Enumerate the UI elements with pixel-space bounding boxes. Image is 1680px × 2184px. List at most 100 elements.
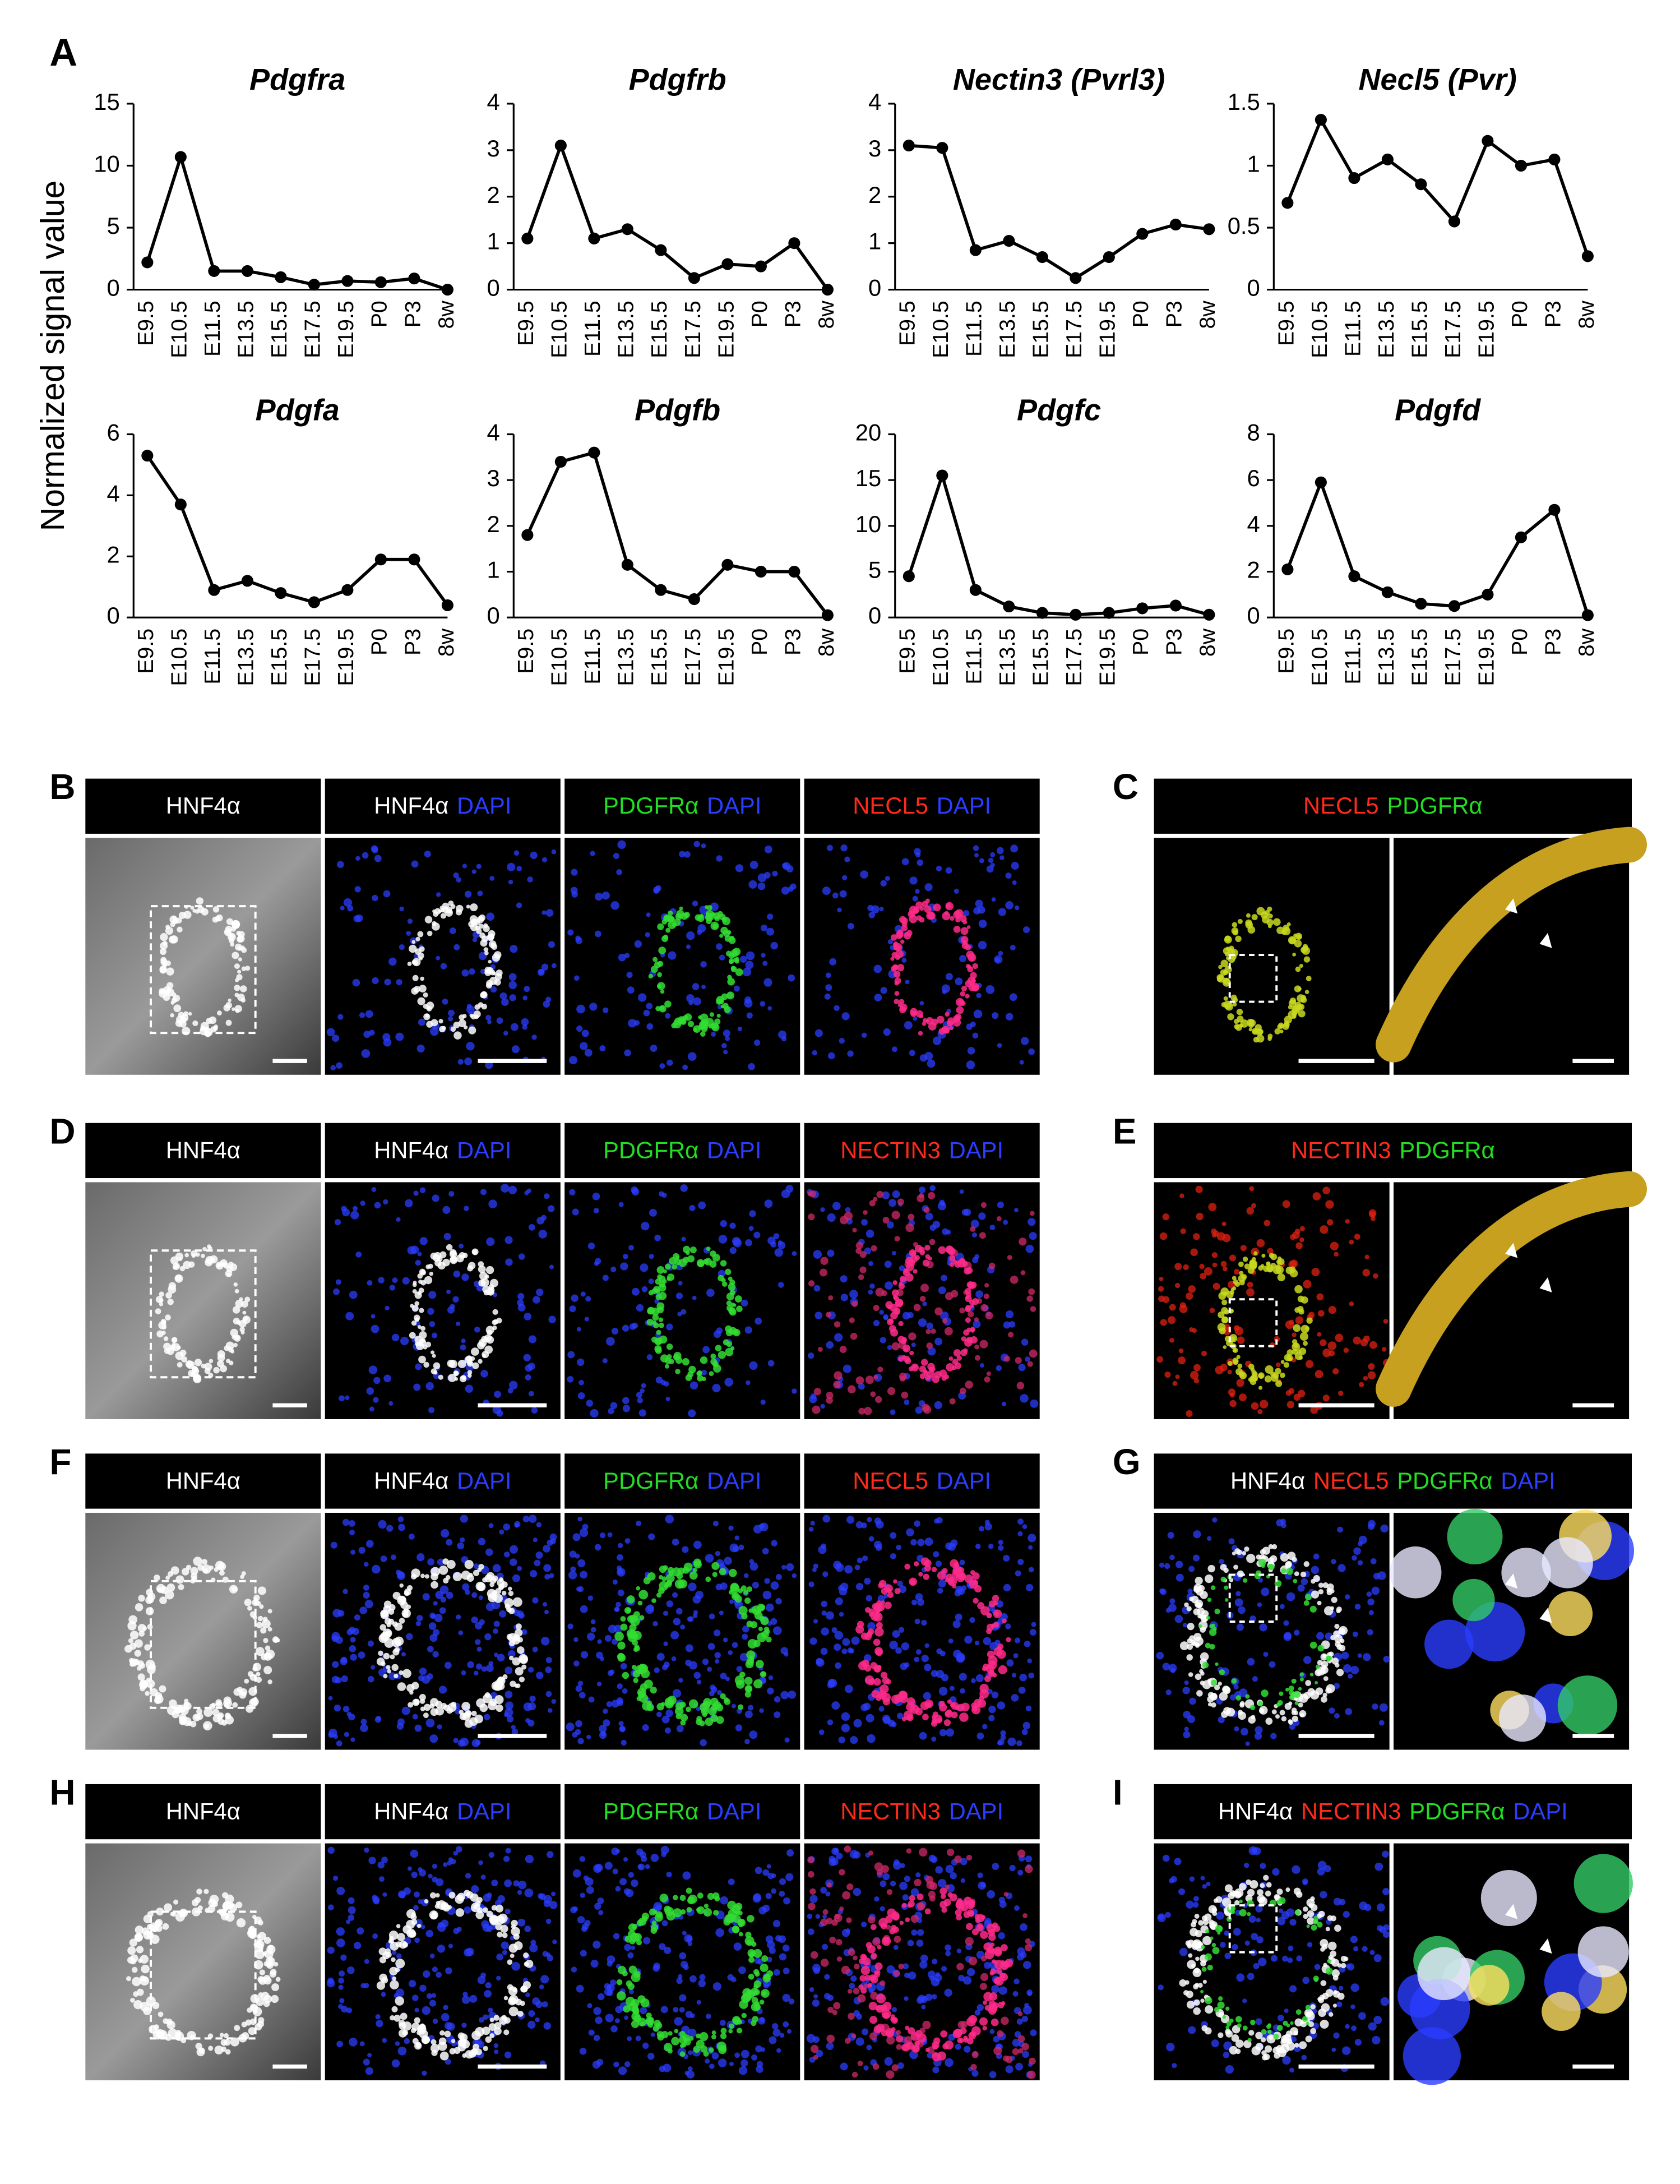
nucleus — [1017, 1518, 1024, 1525]
nucleus — [659, 1943, 666, 1950]
cell — [216, 1010, 222, 1015]
cell — [1326, 1684, 1335, 1693]
cell — [725, 1325, 732, 1333]
nucleus — [822, 1571, 829, 1577]
nucleus — [1350, 1665, 1359, 1674]
cell — [972, 1572, 980, 1580]
nucleus — [733, 985, 740, 992]
nucleus — [481, 1920, 489, 1928]
nucleus — [766, 927, 775, 936]
nucleus — [509, 1545, 518, 1554]
cell — [1266, 918, 1274, 926]
nucleus — [766, 1864, 771, 1869]
nucleus — [446, 1591, 453, 1599]
data-point — [1348, 172, 1360, 184]
cell — [656, 1329, 661, 1335]
nucleus — [525, 1364, 533, 1372]
nucleus — [763, 978, 772, 987]
nucleus — [525, 1992, 530, 1998]
panel-label: C — [1113, 767, 1138, 807]
nucleus — [945, 973, 953, 981]
nucleus — [346, 1711, 352, 1717]
nucleus — [812, 1567, 817, 1572]
cell — [1196, 1588, 1204, 1596]
nucleus — [466, 1004, 472, 1009]
nucleus — [371, 1314, 376, 1319]
nucleus — [465, 1384, 474, 1393]
cell — [1261, 1253, 1266, 1258]
nucleus — [942, 990, 947, 995]
image — [85, 838, 321, 1075]
nucleus — [881, 1191, 890, 1200]
nucleus — [628, 1019, 637, 1028]
x-tick-label: P0 — [1507, 629, 1532, 655]
nucleus — [415, 1363, 422, 1370]
cell — [166, 989, 171, 994]
nucleus — [932, 1221, 941, 1229]
nucleus — [528, 1515, 537, 1523]
cell — [1280, 1029, 1284, 1033]
nucleus — [1227, 1369, 1232, 1375]
cell — [194, 1715, 199, 1720]
nucleus — [997, 1201, 1004, 1208]
x-tick-label: E17.5 — [300, 629, 325, 686]
y-tick-label: 2 — [487, 182, 499, 208]
nucleus — [939, 1729, 947, 1737]
nucleus — [660, 1845, 669, 1854]
nucleus — [497, 1895, 505, 1903]
cell — [232, 1586, 237, 1592]
nucleus — [453, 944, 460, 950]
cell — [1301, 997, 1307, 1003]
cell — [1284, 1703, 1292, 1710]
nucleus — [1003, 1583, 1011, 1592]
cell — [508, 2006, 519, 2016]
x-tick-label: E11.5 — [1340, 629, 1365, 685]
nucleus — [379, 1876, 385, 1882]
nucleus — [1229, 1400, 1237, 1407]
nucleus — [1338, 1391, 1344, 1396]
nucleus — [411, 1871, 418, 1878]
cell — [932, 1718, 938, 1724]
cell — [964, 1267, 971, 1275]
cell — [966, 1281, 974, 1289]
cell — [1293, 1578, 1298, 1583]
cell — [1224, 1598, 1229, 1602]
panel-label: E — [1113, 1111, 1137, 1151]
cell — [1224, 935, 1232, 944]
nucleus — [441, 2013, 450, 2021]
nucleus — [528, 2010, 535, 2017]
nucleus — [478, 1595, 483, 1600]
nucleus — [509, 1558, 517, 1566]
x-tick-label: 8w — [1195, 628, 1220, 657]
cell — [194, 1359, 202, 1366]
cell — [465, 1710, 472, 1717]
nucleus — [426, 1993, 433, 1999]
cell — [880, 1672, 887, 1679]
nucleus — [610, 2025, 618, 2033]
data-point — [1003, 234, 1015, 247]
cell — [430, 1698, 439, 1707]
cell — [223, 1698, 232, 1708]
cell — [387, 1669, 392, 1674]
x-tick-label: P3 — [1162, 629, 1187, 655]
nucleus — [1028, 1672, 1035, 1679]
data-point — [1515, 531, 1527, 543]
nucleus — [812, 1405, 821, 1414]
cell — [633, 1678, 638, 1683]
cell — [1298, 1355, 1303, 1360]
cell — [392, 1976, 396, 1981]
nucleus — [942, 1228, 948, 1235]
x-tick-label: E19.5 — [1095, 301, 1120, 358]
cell — [947, 1576, 957, 1586]
nucleus — [974, 1641, 980, 1646]
chart-title: Pdgfc — [1017, 393, 1101, 427]
cell — [732, 1303, 737, 1307]
cell — [1309, 1641, 1317, 1649]
data-point — [275, 587, 287, 599]
cell — [923, 1573, 929, 1580]
cell — [876, 1622, 883, 1629]
cell — [1321, 1696, 1327, 1703]
cell — [258, 1948, 263, 1952]
cell — [424, 1574, 429, 1579]
cell — [1239, 1702, 1245, 1708]
